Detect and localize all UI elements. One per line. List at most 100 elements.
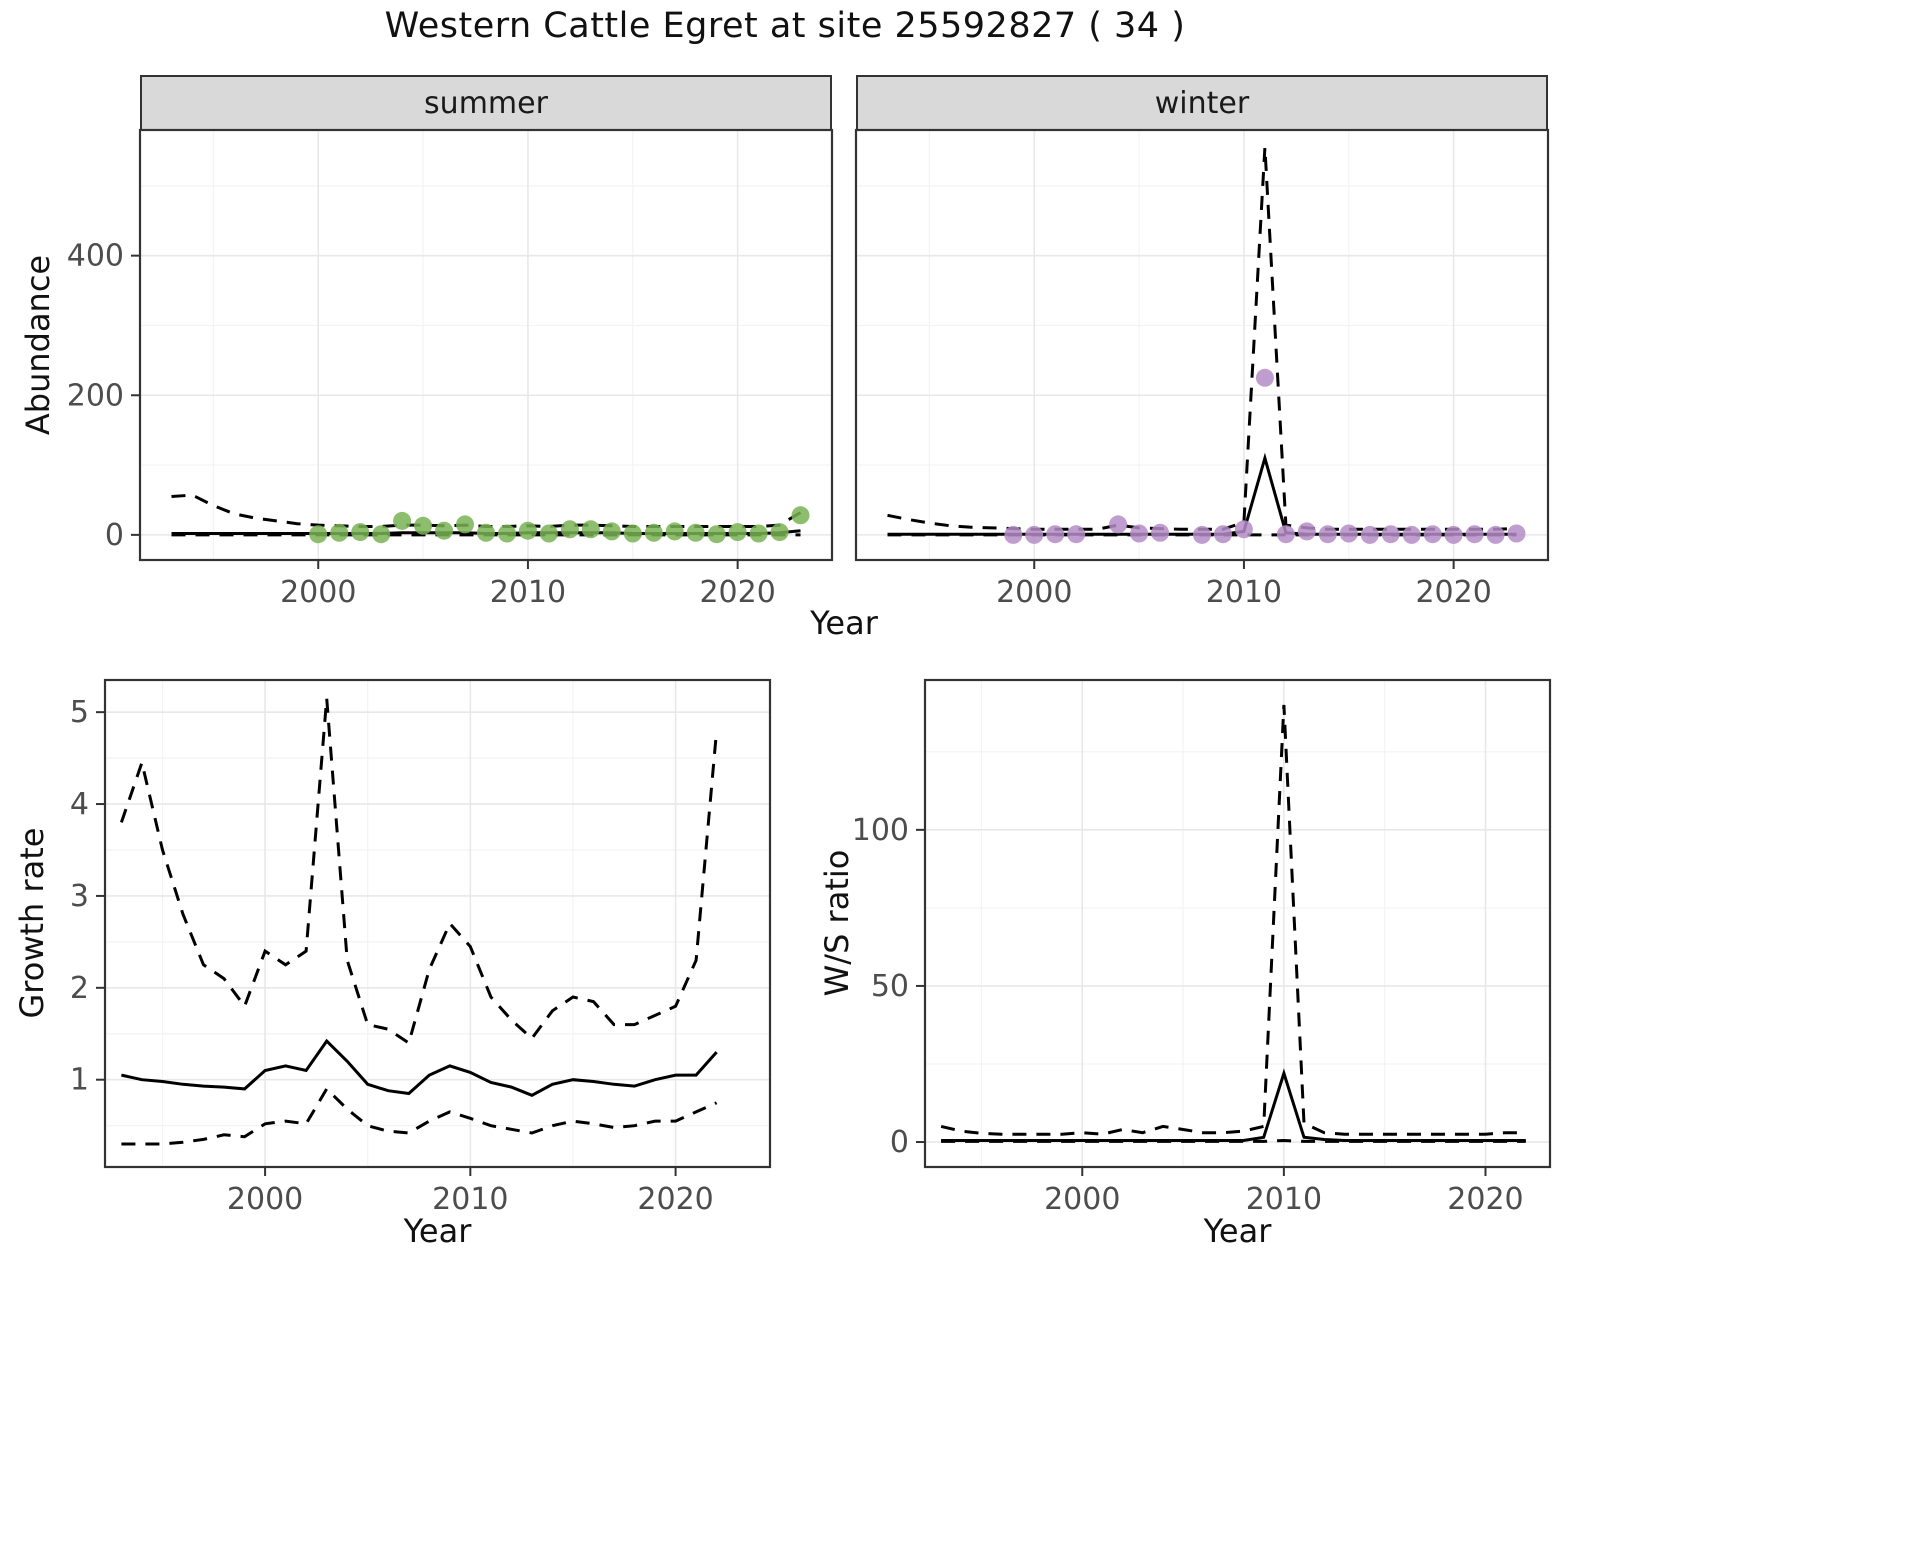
data-point (665, 522, 684, 541)
data-point (351, 523, 370, 542)
growth-x-axis-title: Year (403, 1212, 472, 1250)
facet-strip-summer-label: summer (424, 86, 548, 121)
x-tick-label: 2020 (699, 575, 775, 610)
y-tick-label: 0 (890, 1125, 909, 1160)
chart-growth: 2000 2010 2020 1 2 3 4 5 (70, 678, 772, 1217)
series-lower_ci (121, 1086, 718, 1146)
x-tick-label: 2020 (1447, 1182, 1523, 1217)
y-tick-label: 200 (67, 378, 124, 413)
chart-ratio: 2000 2010 2020 0 50 100 (852, 678, 1552, 1217)
data-point (728, 523, 747, 542)
y-tick-label: 2 (70, 971, 89, 1006)
data-point (707, 525, 726, 544)
data-point (1318, 525, 1337, 544)
data-point (749, 524, 768, 543)
x-tick-label: 2010 (432, 1182, 508, 1217)
data-point (560, 520, 579, 539)
data-point (1444, 525, 1463, 544)
data-point (518, 521, 537, 540)
panel-background (105, 680, 770, 1167)
x-tick-label: 2010 (1246, 1182, 1322, 1217)
data-point (1276, 525, 1295, 544)
data-point (393, 511, 412, 530)
data-point (1214, 525, 1232, 544)
data-point (414, 516, 433, 535)
series-group (119, 698, 719, 1146)
y-tick-label: 0 (105, 518, 124, 553)
series-group (171, 493, 810, 544)
data-point (1381, 525, 1400, 544)
data-point (1255, 368, 1274, 387)
data-point (1507, 524, 1526, 543)
chart-abundance_summer: 2000 2010 2020 0 200 400 (67, 128, 834, 610)
data-point (581, 520, 600, 539)
data-point (372, 525, 391, 544)
data-point (686, 523, 705, 542)
series-upper_ci (940, 704, 1526, 1136)
abundance-x-axis-title: Year (810, 604, 878, 642)
data-point (1004, 525, 1023, 544)
series-median (121, 1038, 718, 1097)
y-tick-label: 100 (852, 813, 909, 848)
x-tick-label: 2000 (1044, 1182, 1120, 1217)
panel-background (925, 680, 1550, 1167)
x-tick-label: 2010 (1206, 575, 1282, 610)
panel-border (854, 128, 1550, 562)
ratio-x-axis-title: Year (1203, 1212, 1272, 1250)
x-tick-label: 2010 (490, 575, 566, 610)
panel-background (856, 130, 1548, 560)
series-group (887, 147, 1526, 544)
data-point (456, 515, 474, 534)
x-tick-label: 2000 (227, 1182, 303, 1217)
y-tick-label: 4 (70, 787, 89, 822)
data-point (791, 506, 810, 525)
data-point (1067, 525, 1086, 544)
data-point (1402, 525, 1421, 544)
data-point (602, 522, 621, 541)
data-point (1297, 522, 1316, 541)
y-tick-label: 3 (70, 879, 89, 914)
x-tick-label: 2020 (1415, 575, 1491, 610)
data-point (1339, 524, 1358, 543)
chart-abundance_winter: 2000 2010 2020 (854, 128, 1550, 610)
panel-border (103, 678, 772, 1169)
data-point (1130, 524, 1149, 543)
data-point (623, 524, 642, 543)
data-point (1234, 520, 1253, 539)
panel-background (140, 130, 832, 560)
data-point (435, 521, 454, 540)
data-point (539, 524, 558, 543)
series-upper_ci (119, 698, 719, 1046)
data-point (1046, 525, 1065, 544)
y-tick-label: 400 (67, 239, 124, 274)
y-tick-label: 50 (871, 969, 909, 1004)
x-tick-label: 2020 (637, 1182, 713, 1217)
panel-border (923, 678, 1552, 1169)
data-point (770, 523, 789, 542)
x-tick-label: 2000 (280, 575, 356, 610)
data-point (498, 524, 516, 543)
x-tick-label: 2000 (996, 575, 1072, 610)
facet-strip-winter-label: winter (1154, 86, 1250, 121)
data-point (1193, 525, 1211, 544)
data-point (1109, 515, 1128, 534)
plot-title: Western Cattle Egret at site 25592827 ( … (384, 6, 1186, 46)
data-point (1360, 525, 1379, 544)
series-group (940, 704, 1526, 1143)
data-point (330, 523, 349, 542)
data-point (1025, 525, 1044, 544)
data-point (309, 525, 328, 544)
y-tick-label: 5 (70, 695, 89, 730)
data-point (644, 523, 663, 542)
facet-strip-winter: winter (856, 75, 1548, 132)
data-point (1423, 525, 1442, 544)
y-tick-label: 1 (70, 1063, 89, 1098)
facet-strip-summer: summer (140, 75, 832, 132)
data-point (1465, 525, 1484, 544)
series-lower_ci (941, 1138, 1526, 1143)
panel-border (138, 128, 834, 562)
data-point (477, 523, 495, 542)
data-point (1486, 525, 1505, 544)
